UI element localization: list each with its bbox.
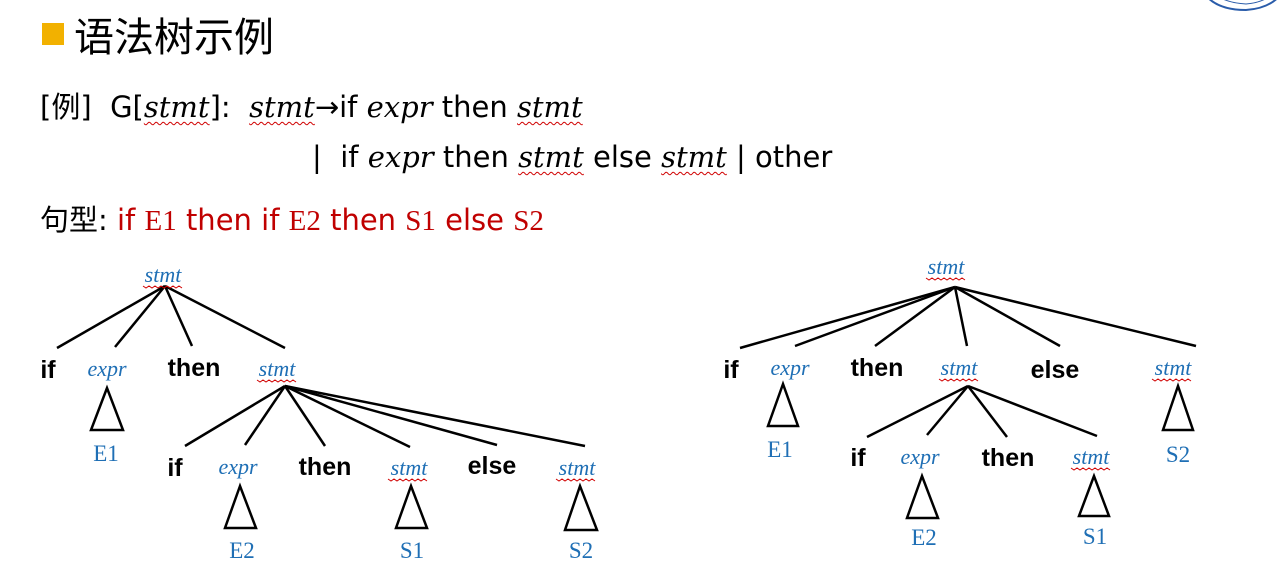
subtree-triangle-icon bbox=[394, 482, 429, 530]
tree2-leaf: S2 bbox=[1166, 442, 1190, 467]
subtree-triangle-icon bbox=[89, 384, 125, 432]
tree2-node: if bbox=[723, 356, 739, 384]
slide-title: 语法树示例 bbox=[42, 4, 274, 64]
tree2-inner-node: stmt bbox=[1073, 444, 1111, 469]
tree2-node: stmt bbox=[941, 355, 979, 380]
tree1-inner-node: stmt bbox=[559, 455, 597, 480]
tree2-inner-node: if bbox=[850, 444, 866, 472]
tree1-inner-node: then bbox=[299, 453, 352, 481]
subtree-triangle-icon bbox=[223, 482, 258, 530]
sentence-label: 句型: bbox=[40, 203, 108, 237]
tree2-inner-node: then bbox=[982, 444, 1035, 472]
sentence-line: 句型: if E1 then if E2 then S1 else S2 bbox=[40, 203, 544, 237]
example-tag: [例] bbox=[40, 90, 92, 124]
subtree-triangle-icon bbox=[1077, 472, 1111, 518]
tree1-leaf: S2 bbox=[569, 538, 593, 563]
title-bullet-icon bbox=[42, 23, 64, 45]
tree2-node: then bbox=[851, 354, 904, 382]
subtree-triangle-icon bbox=[563, 482, 599, 532]
tree1-leaf: E2 bbox=[229, 538, 255, 563]
subtree-triangle-icon bbox=[1161, 382, 1195, 432]
parse-tree-1: stmt if expr then stmt E1 if expr then s… bbox=[40, 262, 599, 563]
grammar-line-1: [例] G[stmt]: stmt→if expr then stmt bbox=[40, 90, 583, 124]
tree2-leaf: E2 bbox=[911, 525, 937, 550]
tree2-node: else bbox=[1031, 356, 1080, 384]
tree2-inner-node: expr bbox=[900, 444, 940, 469]
tree1-inner-node: if bbox=[167, 454, 183, 482]
title-text: 语法树示例 bbox=[74, 15, 274, 61]
tree1-node: expr bbox=[87, 356, 127, 381]
subtree-triangle-icon bbox=[905, 472, 940, 520]
tree1-leaf: E1 bbox=[93, 441, 119, 466]
tree1-node: stmt bbox=[259, 356, 297, 381]
tree1-node: then bbox=[168, 354, 221, 382]
tree2-leaf: S1 bbox=[1083, 524, 1107, 549]
tree1-inner-node: stmt bbox=[391, 455, 429, 480]
university-logo bbox=[1209, 0, 1277, 12]
tree2-node: stmt bbox=[1155, 355, 1193, 380]
tree2-node: expr bbox=[770, 355, 810, 380]
tree1-inner-node: else bbox=[468, 452, 517, 480]
tree2-leaf: E1 bbox=[767, 437, 793, 462]
tree1-inner-node: expr bbox=[218, 454, 258, 479]
subtree-triangle-icon bbox=[766, 380, 800, 428]
grammar-line-2: | if expr then stmt else stmt | other bbox=[312, 140, 833, 174]
tree1-root: stmt bbox=[145, 262, 183, 287]
parse-tree-2: stmt if expr then stmt else stmt E1 S2 i… bbox=[723, 254, 1197, 550]
tree2-root: stmt bbox=[928, 254, 966, 279]
tree1-leaf: S1 bbox=[400, 538, 424, 563]
tree1-node: if bbox=[40, 356, 56, 384]
